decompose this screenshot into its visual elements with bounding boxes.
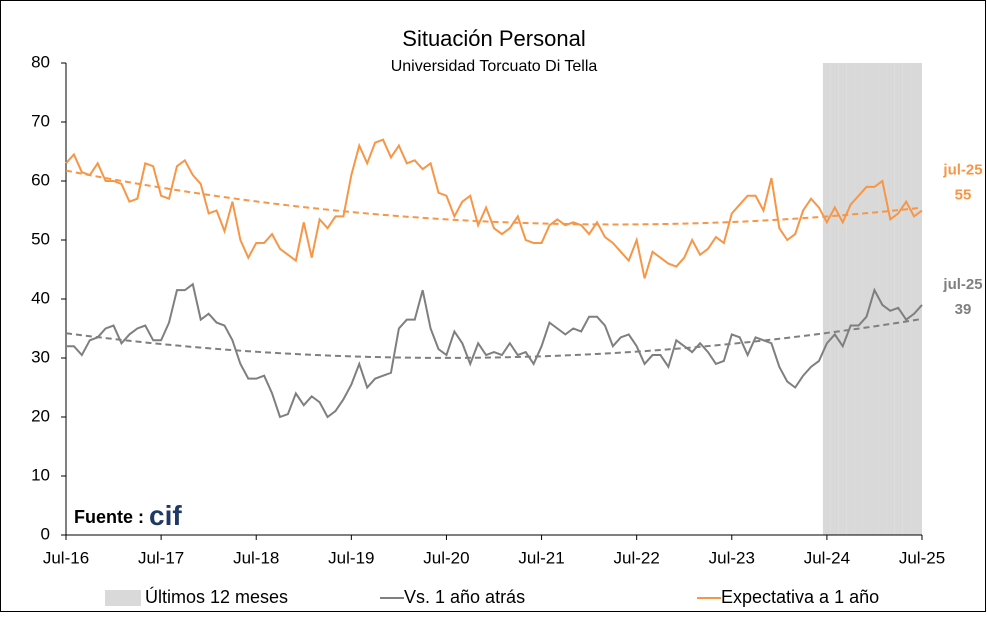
highlight-band (830, 63, 839, 535)
y-tick-label: 0 (41, 524, 50, 543)
legend-swatch (105, 590, 141, 606)
source: Fuente : cif (74, 500, 182, 531)
y-tick-label: 80 (31, 52, 50, 71)
x-tick-label: Jul-21 (518, 548, 564, 567)
legend-label: Últimos 12 meses (145, 586, 288, 607)
y-tick-label: 30 (31, 347, 50, 366)
y-tick-label: 10 (31, 465, 50, 484)
x-tick-label: Jul-17 (138, 548, 184, 567)
annotation-value: 55 (955, 186, 972, 203)
highlight-band (878, 63, 887, 535)
source-logo: cif (149, 500, 182, 531)
y-tick-label: 20 (31, 406, 50, 425)
highlight-band (918, 63, 922, 535)
highlight-band (902, 63, 911, 535)
highlight-band (886, 63, 895, 535)
chart-title: Situación Personal (402, 26, 585, 51)
x-tick-label: Jul-24 (804, 548, 850, 567)
source-text: Fuente : (74, 507, 149, 527)
x-tick-label: Jul-20 (423, 548, 469, 567)
highlight-band (854, 63, 863, 535)
y-tick-label: 70 (31, 111, 50, 130)
y-tick-label: 50 (31, 229, 50, 248)
y-tick-label: 60 (31, 170, 50, 189)
annotation-value: 39 (955, 301, 972, 318)
highlight-band (894, 63, 903, 535)
highlight-band (838, 63, 847, 535)
highlight-band (822, 63, 831, 535)
annotation-label: jul-25 (942, 161, 982, 178)
chart-subtitle: Universidad Torcuato Di Tella (391, 58, 598, 75)
highlight-band (846, 63, 855, 535)
legend-label: Vs. 1 año atrás (404, 587, 525, 607)
y-tick-label: 40 (31, 288, 50, 307)
highlight-band (862, 63, 871, 535)
x-tick-label: Jul-18 (233, 548, 279, 567)
trend-line (65, 169, 923, 226)
legend-label: Expectativa a 1 año (721, 587, 879, 607)
trend-line (65, 317, 923, 359)
highlight-band (870, 63, 879, 535)
x-tick-label: Jul-23 (709, 548, 755, 567)
series-line (65, 138, 923, 279)
series-line (66, 282, 923, 419)
x-tick-label: Jul-19 (328, 548, 374, 567)
highlight-band (910, 63, 919, 535)
x-tick-label: Jul-22 (614, 548, 660, 567)
x-tick-label: Jul-25 (899, 548, 945, 567)
x-tick-label: Jul-16 (43, 548, 89, 567)
annotation-label: jul-25 (942, 276, 982, 293)
